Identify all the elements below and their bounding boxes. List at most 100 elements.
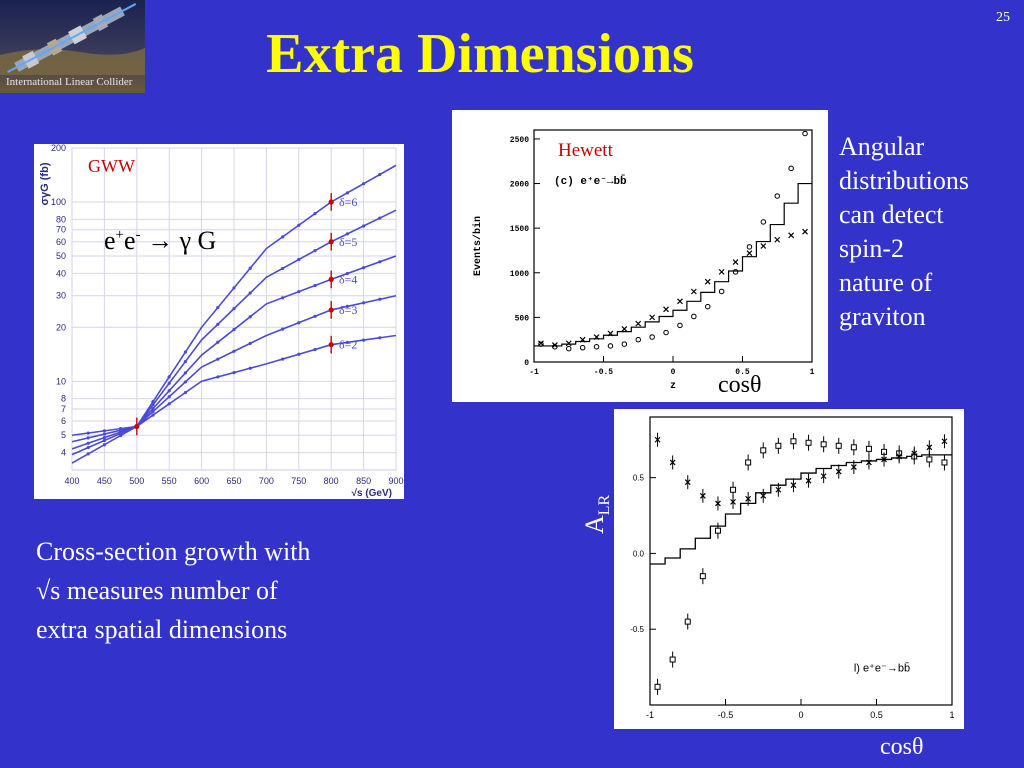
square-data-point bbox=[669, 656, 676, 663]
cross-data-point bbox=[746, 250, 753, 257]
angular-distributions-text: Angular distributions can detect spin-2 … bbox=[839, 130, 1019, 334]
curve-dot bbox=[378, 216, 382, 220]
cross-data-point bbox=[621, 326, 628, 332]
gww-cross-section-chart: 400 450 500 550 600 650 700 750 800 850 900 4 5 6 7 8 10… bbox=[34, 144, 404, 499]
cross-data-point bbox=[881, 456, 887, 463]
curve-dot bbox=[216, 306, 220, 310]
y-tick-label: 0 bbox=[524, 359, 529, 368]
curve-dot bbox=[151, 413, 155, 417]
curve-dot bbox=[313, 347, 317, 352]
square-data-point bbox=[941, 459, 948, 466]
hewett-events-chart: -1 -0.5 0 0.5 1 0 500 1000 1500 2000 2500 Events/bi… bbox=[452, 110, 828, 402]
curve-dot bbox=[102, 432, 106, 436]
y-tick-label: 50 bbox=[56, 251, 66, 261]
angular-line: spin-2 bbox=[839, 234, 904, 263]
square-data-point bbox=[850, 444, 857, 451]
square-data-point bbox=[835, 442, 842, 449]
plot-frame bbox=[533, 129, 813, 363]
angular-line: graviton bbox=[839, 302, 926, 331]
curve-dot bbox=[102, 436, 106, 440]
square-data-point bbox=[775, 442, 782, 449]
curve-dot bbox=[378, 297, 382, 301]
bottom-line: Cross-section growth with bbox=[36, 537, 311, 566]
cross-data-point bbox=[699, 492, 706, 499]
cross-data-point bbox=[805, 477, 812, 484]
y-tick-label: 2500 bbox=[510, 136, 529, 145]
circle-data-point bbox=[774, 193, 780, 199]
cross-data-point bbox=[775, 486, 782, 493]
data-point bbox=[328, 199, 334, 205]
y-tick-label: 100 bbox=[51, 197, 66, 207]
process-plus: + bbox=[115, 227, 125, 243]
curve-dot bbox=[362, 266, 366, 270]
angular-line: Angular bbox=[839, 132, 925, 161]
curve-dot bbox=[232, 370, 236, 375]
alr-label-main: A bbox=[580, 515, 609, 534]
cross-data-point bbox=[850, 464, 857, 470]
sm-step-histogram bbox=[534, 182, 812, 347]
cos-theta-label-bottom: cosθ bbox=[880, 734, 924, 760]
y-tick-label: 30 bbox=[56, 291, 66, 301]
curve-dot bbox=[281, 266, 285, 271]
hewett-chart-svg: -1 -0.5 0 0.5 1 0 500 1000 1500 2000 2500 Events/bi… bbox=[472, 129, 815, 392]
square-data-point bbox=[654, 683, 661, 690]
curve-dot bbox=[313, 283, 317, 288]
x-tick-label: 900 bbox=[388, 476, 403, 486]
curve-dot bbox=[313, 212, 317, 216]
curve-dot bbox=[345, 271, 349, 276]
y-tick-label: 500 bbox=[515, 314, 530, 323]
x-tick-label: 0 bbox=[798, 710, 803, 720]
circle-data-point bbox=[593, 344, 600, 350]
circle-data-point bbox=[621, 341, 628, 347]
process-annotation: (c) e⁺e⁻→bb̄ bbox=[554, 175, 627, 188]
curve-dot bbox=[86, 452, 90, 456]
square-data-point bbox=[805, 439, 812, 446]
cross-data-point bbox=[654, 436, 661, 443]
gww-label: GWW bbox=[88, 156, 135, 176]
curve-dot bbox=[183, 380, 187, 384]
circle-data-point bbox=[760, 219, 767, 225]
cross-data-point bbox=[774, 236, 781, 243]
x-tick-label: 700 bbox=[259, 476, 274, 486]
process-e1: e bbox=[104, 226, 116, 255]
square-data-point bbox=[684, 618, 691, 625]
cross-data-point bbox=[593, 334, 600, 340]
cross-data-point bbox=[663, 306, 669, 313]
curve-dot bbox=[86, 431, 90, 435]
x-tick-label: 0 bbox=[671, 368, 676, 377]
square-data-point bbox=[730, 486, 737, 493]
cross-data-point bbox=[732, 259, 739, 265]
x-tick-label: 750 bbox=[291, 476, 306, 486]
y-tick-label: 1500 bbox=[510, 225, 529, 234]
data-point bbox=[328, 342, 334, 348]
cross-data-point bbox=[704, 278, 711, 285]
y-tick-label: 1000 bbox=[510, 270, 529, 279]
curve-dot bbox=[86, 441, 90, 445]
curve-dot bbox=[232, 327, 236, 332]
curve-dot bbox=[167, 389, 171, 393]
curve-dot bbox=[102, 438, 106, 443]
square-data-point bbox=[926, 456, 933, 463]
alr-label-sub: LR bbox=[596, 494, 614, 516]
curve-dot bbox=[248, 266, 252, 270]
curve-dot bbox=[345, 232, 349, 236]
cross-data-point bbox=[684, 479, 691, 486]
cross-data-point bbox=[730, 498, 736, 505]
cross-data-point bbox=[926, 444, 933, 451]
x-tick-label: 0.5 bbox=[735, 368, 750, 377]
curve-dot bbox=[183, 371, 187, 375]
x-tick-label: 400 bbox=[64, 476, 79, 486]
x-tick-label: 1 bbox=[810, 368, 815, 377]
x-axis-label: z bbox=[670, 381, 676, 392]
curve-dot bbox=[281, 327, 285, 331]
y-tick-label: 200 bbox=[51, 144, 66, 153]
y-tick-label: 80 bbox=[56, 214, 66, 224]
square-data-point bbox=[745, 459, 752, 466]
x-tick-label: 550 bbox=[162, 476, 177, 486]
y-tick-label: 4 bbox=[61, 448, 66, 458]
square-data-point bbox=[790, 438, 797, 445]
curve-dot bbox=[378, 172, 382, 177]
y-tick-label: 10 bbox=[56, 376, 66, 386]
cross-section-text: Cross-section growth with √s measures nu… bbox=[36, 532, 436, 649]
bottom-line: √s measures number of bbox=[36, 576, 278, 605]
